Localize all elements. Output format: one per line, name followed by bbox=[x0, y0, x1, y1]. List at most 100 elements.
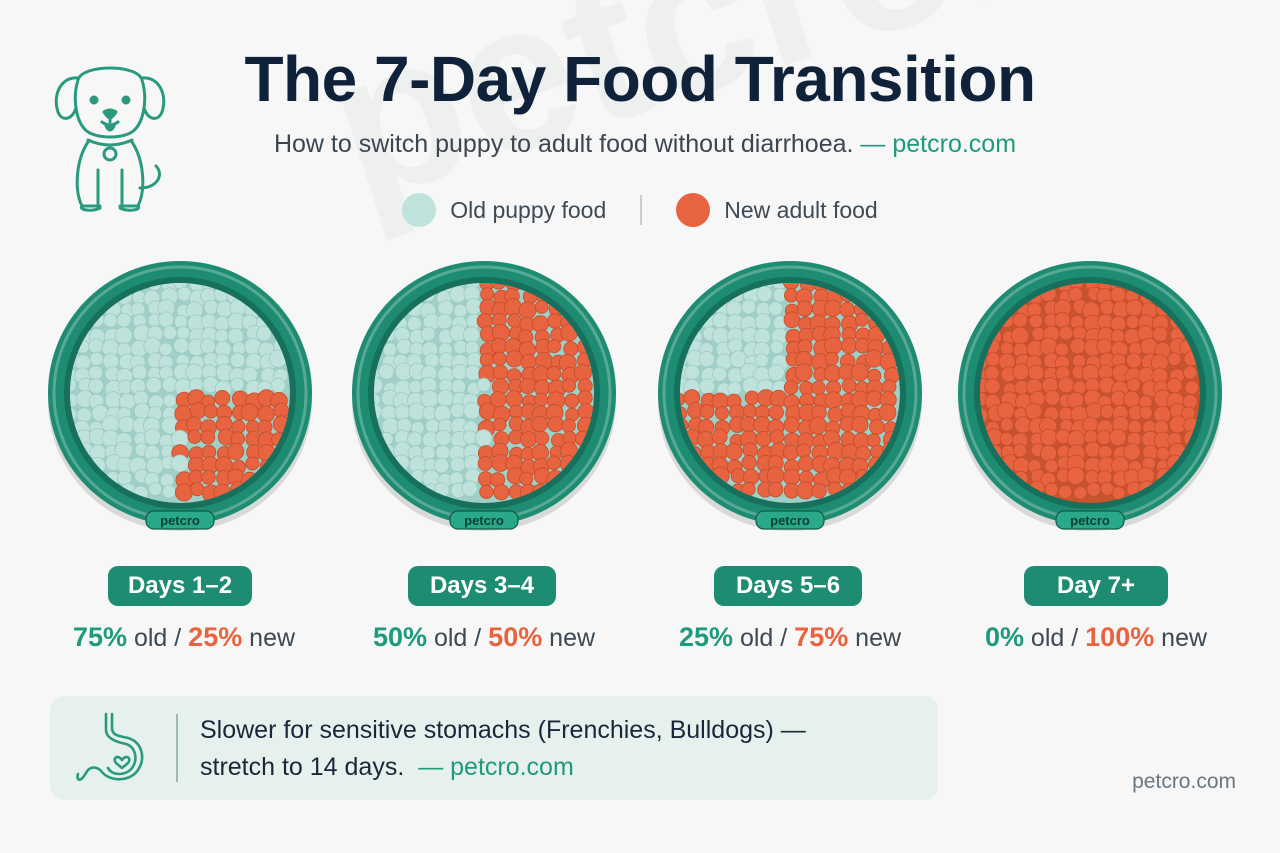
new-kibble bbox=[519, 471, 534, 486]
old-kibble bbox=[436, 313, 453, 330]
tip-divider bbox=[176, 714, 178, 782]
subtitle-brand: — petcro.com bbox=[860, 130, 1017, 158]
new-kibble bbox=[214, 389, 231, 406]
new-kibble bbox=[851, 415, 869, 433]
new-kibble bbox=[1184, 380, 1200, 395]
new-kibble bbox=[1039, 337, 1058, 356]
old-kibble bbox=[230, 377, 245, 392]
bowl-row: petcro petcro petcro petcro bbox=[0, 255, 1280, 545]
stage-label-days-1-2: Days 1–2 bbox=[108, 566, 252, 606]
new-kibble bbox=[1085, 402, 1103, 420]
new-word: new bbox=[1161, 624, 1208, 652]
new-kibble bbox=[782, 444, 799, 461]
new-kibble bbox=[869, 419, 885, 435]
new-kibble bbox=[200, 429, 216, 445]
ratio-separator: / bbox=[780, 624, 788, 652]
old-kibble bbox=[437, 299, 455, 317]
new-kibble bbox=[1011, 326, 1030, 345]
bowl-brand-text: petcro bbox=[770, 513, 810, 528]
new-percent: 50% bbox=[488, 622, 543, 652]
bowl-days-5-6: petcro bbox=[658, 261, 922, 531]
new-kibble bbox=[811, 380, 826, 396]
old-kibble bbox=[116, 312, 132, 328]
old-kibble bbox=[170, 454, 189, 473]
old-kibble bbox=[463, 402, 481, 420]
new-word: new bbox=[249, 624, 296, 652]
old-kibble bbox=[176, 286, 192, 302]
new-kibble bbox=[1125, 352, 1142, 369]
old-kibble bbox=[394, 404, 411, 421]
old-kibble bbox=[433, 457, 450, 474]
new-kibble bbox=[1040, 444, 1057, 462]
old-word: old bbox=[1030, 624, 1065, 652]
new-kibble bbox=[1025, 402, 1043, 420]
new-kibble bbox=[245, 456, 260, 471]
new-kibble bbox=[840, 337, 858, 355]
new-kibble bbox=[1111, 486, 1126, 501]
old-kibble bbox=[88, 338, 104, 354]
old-kibble bbox=[114, 326, 133, 345]
old-kibble bbox=[464, 364, 481, 381]
legend-item-old: Old puppy food bbox=[402, 193, 606, 227]
new-kibble bbox=[531, 415, 548, 433]
new-kibble bbox=[1044, 389, 1061, 406]
new-kibble bbox=[769, 429, 785, 445]
new-kibble bbox=[783, 380, 799, 395]
new-word: new bbox=[855, 624, 902, 652]
old-kibble bbox=[684, 364, 700, 381]
tip-text: Slower for sensitive stomachs (Frenchies… bbox=[200, 712, 920, 786]
old-kibble bbox=[406, 431, 423, 447]
tip-line-1: Slower for sensitive stomachs (Frenchies… bbox=[200, 716, 806, 744]
new-kibble bbox=[1138, 405, 1153, 420]
old-kibble bbox=[424, 353, 440, 369]
new-kibble bbox=[1110, 328, 1126, 344]
old-kibble bbox=[176, 325, 191, 340]
new-kibble bbox=[1069, 337, 1086, 355]
new-kibble bbox=[767, 481, 784, 498]
new-kibble bbox=[1044, 459, 1059, 474]
old-kibble bbox=[476, 377, 491, 392]
new-kibble bbox=[1152, 326, 1168, 342]
new-kibble bbox=[796, 443, 812, 459]
new-kibble bbox=[547, 313, 563, 329]
new-kibble bbox=[783, 311, 801, 328]
new-kibble bbox=[547, 416, 564, 433]
new-kibble bbox=[505, 390, 523, 408]
new-kibble bbox=[850, 363, 869, 382]
new-kibble bbox=[174, 483, 193, 502]
old-word: old bbox=[739, 624, 774, 652]
old-kibble bbox=[756, 285, 773, 303]
old-kibble bbox=[420, 389, 439, 409]
old-kibble bbox=[727, 381, 742, 396]
new-kibble bbox=[1166, 377, 1183, 394]
new-kibble bbox=[503, 298, 522, 317]
new-kibble bbox=[1012, 363, 1030, 381]
new-kibble bbox=[227, 442, 245, 460]
stage-label-days-5-6: Days 5–6 bbox=[714, 566, 862, 606]
new-kibble bbox=[477, 455, 493, 471]
bowl-food bbox=[680, 283, 900, 503]
new-kibble bbox=[744, 390, 760, 406]
tip-line-2: stretch to 14 days. — petcro.com bbox=[200, 749, 920, 786]
bowl-brand-plate bbox=[755, 510, 825, 530]
new-kibble bbox=[1057, 376, 1075, 394]
old-kibble bbox=[227, 327, 245, 345]
new-kibble bbox=[1125, 314, 1140, 329]
new-kibble bbox=[1044, 482, 1059, 497]
new-kibble bbox=[699, 404, 715, 419]
new-kibble bbox=[1123, 390, 1141, 408]
old-percent: 25% bbox=[678, 622, 733, 652]
new-word: new bbox=[549, 624, 596, 652]
page-title: The 7-Day Food Transition bbox=[244, 43, 1036, 115]
legend-label-old: Old puppy food bbox=[450, 196, 607, 223]
new-kibble bbox=[1073, 485, 1088, 500]
new-kibble bbox=[561, 418, 576, 433]
old-kibble bbox=[712, 366, 728, 382]
ratio-days-3-4: 50% old / 50% new bbox=[324, 622, 644, 653]
old-percent: 75% bbox=[72, 622, 127, 652]
old-kibble bbox=[453, 303, 468, 318]
ratio-separator: / bbox=[474, 624, 482, 652]
new-kibble bbox=[492, 417, 507, 432]
new-kibble bbox=[865, 390, 883, 407]
old-kibble bbox=[425, 418, 440, 434]
